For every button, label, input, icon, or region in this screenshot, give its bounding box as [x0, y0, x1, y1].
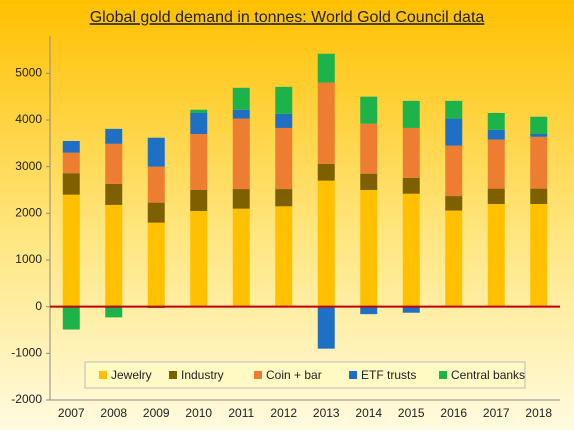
legend: Jewelry Industry Coin + bar ETF trusts Centr… — [84, 361, 526, 389]
x-tick-label: 2008 — [100, 406, 127, 420]
bar-segment — [317, 53, 335, 83]
bar-segment — [190, 113, 208, 134]
bar-segment — [317, 306, 335, 349]
legend-label: Industry — [181, 368, 224, 382]
y-tick-label: -2000 — [11, 392, 42, 406]
x-tick-label: 2016 — [440, 406, 467, 420]
bar-segment — [487, 113, 505, 130]
legend-swatch — [254, 371, 262, 379]
bar-segment — [487, 139, 505, 189]
x-tick-label: 2015 — [398, 406, 425, 420]
bar-segment — [232, 118, 250, 190]
bar-segment — [445, 118, 463, 146]
bar-segment — [275, 127, 293, 190]
x-tick-label: 2017 — [483, 406, 510, 420]
bar-segment — [105, 204, 123, 307]
bar-segment — [62, 194, 80, 307]
bar-segment — [62, 173, 80, 195]
bar-segment — [275, 113, 293, 128]
bar-segment — [402, 177, 420, 194]
legend-label: ETF trusts — [361, 368, 416, 382]
y-tick-label: 1000 — [15, 252, 42, 266]
bar-segment — [147, 137, 165, 167]
legend-swatch — [439, 371, 447, 379]
x-tick-label: 2012 — [270, 406, 297, 420]
bar-segment — [317, 163, 335, 181]
x-tick-label: 2009 — [143, 406, 170, 420]
bar-segment — [530, 134, 548, 137]
y-tick-label: 0 — [35, 299, 42, 313]
bar-segment — [487, 204, 505, 307]
legend-label: Jewelry — [111, 368, 152, 382]
bar-segment — [190, 134, 208, 190]
bar-segment — [62, 152, 80, 174]
bar-segment — [530, 116, 548, 134]
bar-segment — [232, 189, 250, 209]
bar-segment — [317, 82, 335, 164]
y-tick-label: -1000 — [11, 346, 42, 360]
y-tick-label: 5000 — [15, 66, 42, 80]
legend-swatch — [169, 371, 177, 379]
bar-segment — [232, 109, 250, 119]
legend-swatch — [99, 371, 107, 379]
bar-segment — [317, 180, 335, 307]
bar-segment — [445, 100, 463, 119]
legend-swatch — [349, 371, 357, 379]
bar-segment — [402, 193, 420, 307]
bar-segment — [190, 109, 208, 113]
bar-segment — [530, 204, 548, 307]
bar-segment — [360, 123, 378, 174]
bar-segment — [445, 145, 463, 197]
bar-segment — [402, 100, 420, 128]
bar-segment — [105, 128, 123, 144]
x-tick-label: 2018 — [525, 406, 552, 420]
bar-segment — [402, 306, 420, 313]
x-tick-label: 2013 — [313, 406, 340, 420]
legend-label: Coin + bar — [266, 368, 322, 382]
x-tick-label: 2014 — [355, 406, 382, 420]
bar-segment — [232, 208, 250, 307]
x-tick-label: 2007 — [58, 406, 85, 420]
bar-segment — [487, 129, 505, 140]
bar-segment — [360, 190, 378, 307]
bar-segment — [530, 136, 548, 189]
bar-segment — [232, 87, 250, 110]
bar-segment — [190, 190, 208, 211]
bar-segment — [275, 189, 293, 207]
chart-title: Global gold demand in tonnes: World Gold… — [90, 9, 485, 26]
bar-segment — [147, 222, 165, 307]
y-tick-label: 2000 — [15, 206, 42, 220]
bar-segment — [487, 188, 505, 204]
bar-segment — [147, 166, 165, 203]
bar-segment — [62, 141, 80, 153]
bar-segment — [360, 306, 378, 315]
bar-segment — [445, 210, 463, 307]
x-tick-label: 2011 — [228, 406, 254, 420]
bar-segment — [445, 196, 463, 211]
bar-segment — [275, 206, 293, 307]
bar-segment — [190, 211, 208, 307]
bar-segment — [105, 306, 123, 318]
bar-segment — [402, 127, 420, 178]
x-tick-label: 2010 — [185, 406, 212, 420]
bar-segment — [360, 96, 378, 124]
y-tick-label: 3000 — [15, 159, 42, 173]
bar-segment — [275, 86, 293, 114]
y-tick-label: 4000 — [15, 112, 42, 126]
bar-segment — [105, 143, 123, 184]
legend-label: Central banks — [451, 368, 525, 382]
bar-segment — [530, 188, 548, 204]
bar-segment — [360, 173, 378, 190]
bar-segment — [62, 306, 80, 330]
legend-box — [84, 361, 526, 389]
bar-segment — [105, 183, 123, 205]
bar-segment — [147, 202, 165, 223]
